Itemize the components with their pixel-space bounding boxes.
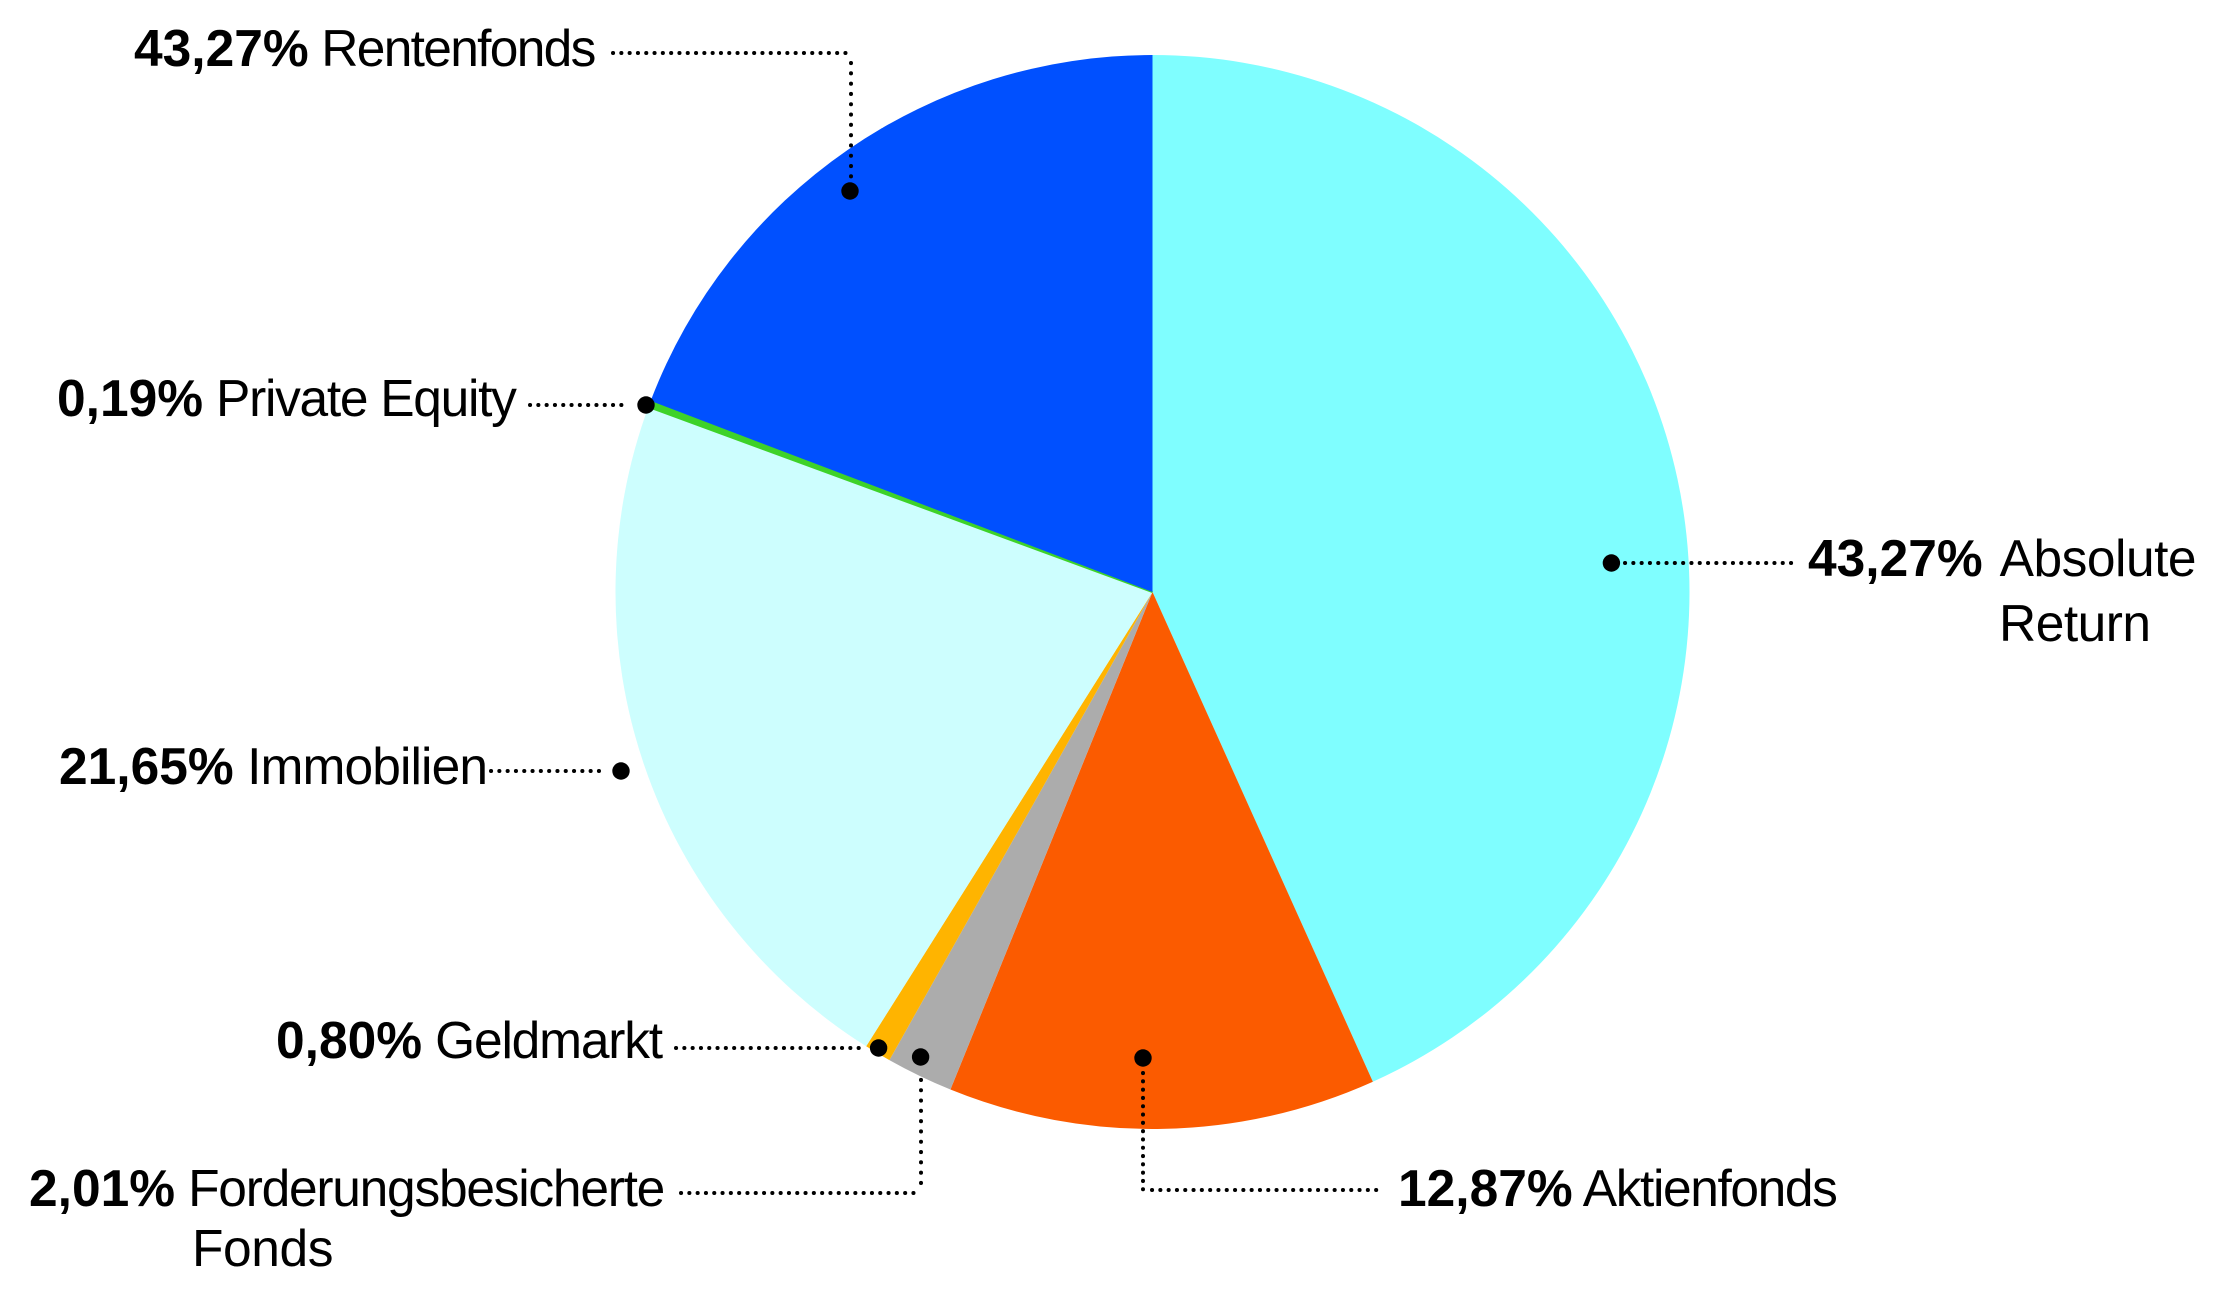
svg-text:2,01% Forderungsbesicherte: 2,01% Forderungsbesicherte	[29, 1159, 664, 1217]
svg-text:0,80% Geldmarkt: 0,80% Geldmarkt	[276, 1011, 663, 1069]
svg-text:43,27% Absolute: 43,27% Absolute	[1808, 529, 2196, 587]
svg-text:21,65% Immobilien: 21,65% Immobilien	[59, 737, 487, 795]
svg-text:43,27% Rentenfonds: 43,27% Rentenfonds	[134, 19, 595, 77]
svg-text:Return: Return	[1999, 594, 2151, 652]
svg-text:12,87% Aktienfonds: 12,87% Aktienfonds	[1398, 1159, 1836, 1217]
svg-text:Fonds: Fonds	[192, 1219, 333, 1277]
svg-text:0,19% Private Equity: 0,19% Private Equity	[57, 369, 517, 427]
